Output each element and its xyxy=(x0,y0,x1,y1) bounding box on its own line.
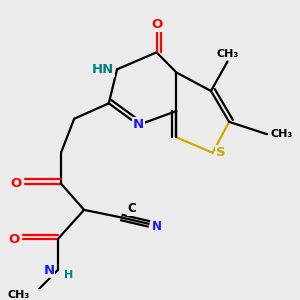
Text: C: C xyxy=(128,202,136,215)
Text: O: O xyxy=(151,18,162,31)
Text: S: S xyxy=(216,146,226,159)
Text: N: N xyxy=(43,264,54,277)
Text: CH₃: CH₃ xyxy=(8,290,30,300)
Text: N: N xyxy=(133,118,144,131)
Text: HN: HN xyxy=(92,63,114,76)
Text: O: O xyxy=(9,233,20,246)
Text: N: N xyxy=(152,220,162,233)
Text: O: O xyxy=(10,177,22,190)
Text: CH₃: CH₃ xyxy=(216,49,238,58)
Text: CH₃: CH₃ xyxy=(270,129,292,139)
Text: H: H xyxy=(64,270,74,280)
